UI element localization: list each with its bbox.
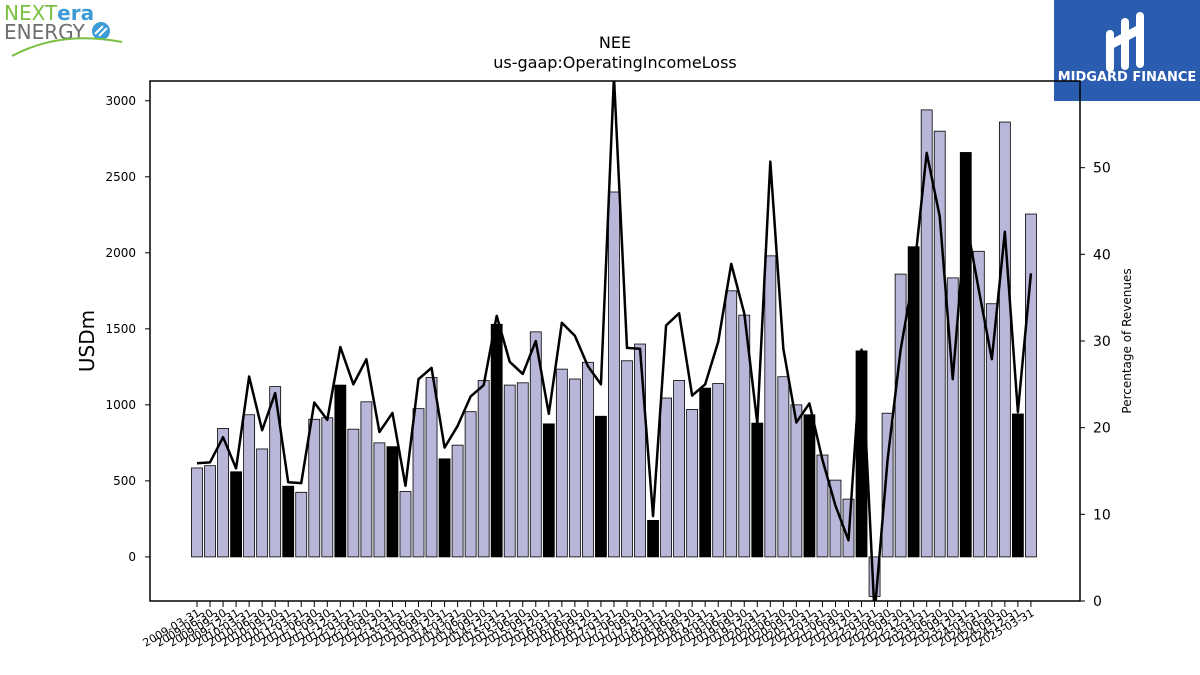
bar-2016-09-30 — [582, 361, 594, 558]
y-tick-label: 0 — [128, 550, 136, 564]
midgard-logo-text: MIDGARD FINANCE — [1058, 70, 1197, 85]
y-right-tick-label: 50 — [1093, 161, 1111, 177]
y-right-tick-label: 10 — [1093, 507, 1111, 523]
bar-2017-03-31 — [608, 191, 620, 558]
bar-2012-12-31 — [386, 446, 399, 558]
bar-2010-09-30 — [269, 386, 282, 558]
bar-2024-03-31 — [972, 250, 985, 558]
bar-2020-03-31 — [764, 255, 777, 558]
bar-2013-09-30 — [425, 377, 438, 558]
logo-next-text: NEXTera — [4, 1, 94, 25]
bar-2009-06-30 — [204, 465, 216, 558]
chart-title: NEE — [599, 33, 631, 52]
y-tick-label: 3000 — [105, 94, 136, 108]
bar-2010-03-31 — [243, 414, 256, 558]
bar-2014-12-31 — [490, 323, 503, 558]
percentage-line — [196, 81, 1033, 601]
bar-2010-12-31 — [282, 485, 295, 558]
bar-2024-06-30 — [985, 303, 998, 558]
logo-era: era — [57, 1, 94, 25]
bar-2018-06-30 — [673, 380, 686, 558]
bar-2024-12-31 — [1011, 413, 1024, 558]
bar-2013-03-31 — [399, 491, 412, 558]
bar-2022-12-31 — [907, 246, 920, 558]
bar-2020-12-31 — [803, 414, 816, 558]
bar-2014-09-30 — [477, 380, 490, 558]
bar-2012-03-31 — [347, 428, 360, 558]
bar-2022-06-30 — [881, 412, 894, 558]
bar-2019-12-31 — [751, 422, 764, 558]
y-right-tick-label: 30 — [1093, 334, 1111, 350]
bar-2015-09-30 — [529, 331, 542, 558]
bar-series — [191, 109, 1037, 597]
bar-2014-03-31 — [451, 444, 464, 558]
y-tick-label: 2000 — [105, 246, 136, 260]
bar-2013-06-30 — [412, 408, 425, 558]
bar-2009-09-30 — [217, 428, 229, 558]
bar-2010-06-30 — [256, 448, 269, 558]
y-tick-label: 500 — [113, 474, 136, 488]
logo-next: NEXT — [4, 1, 58, 25]
bar-2015-06-30 — [516, 382, 529, 558]
bar-2011-09-30 — [321, 417, 334, 558]
bar-2014-06-30 — [464, 411, 477, 558]
bar-2017-12-31 — [647, 520, 659, 558]
bar-2017-06-30 — [621, 360, 633, 558]
logo-emblem-icon — [92, 22, 110, 40]
bar-2022-09-30 — [894, 273, 907, 558]
bar-2023-06-30 — [933, 130, 946, 558]
bar-2019-06-30 — [725, 290, 738, 558]
bar-2020-06-30 — [777, 376, 790, 558]
bar-2015-12-31 — [542, 423, 555, 558]
bar-2018-12-31 — [699, 387, 712, 558]
logo-swoosh-icon — [11, 37, 123, 57]
bar-2024-09-30 — [998, 121, 1011, 558]
bar-2016-12-31 — [595, 415, 607, 558]
bar-2021-12-31 — [855, 350, 868, 558]
bar-2015-03-31 — [503, 384, 516, 558]
bar-2012-06-30 — [360, 401, 373, 558]
bar-2009-03-31 — [191, 467, 203, 558]
bar-2011-12-31 — [334, 384, 347, 558]
nextera-energy-logo: NEXTera ENERGY — [4, 1, 123, 57]
bar-2018-09-30 — [686, 409, 699, 558]
bar-2023-03-31 — [920, 109, 933, 558]
bar-2017-09-30 — [634, 343, 646, 558]
y-axis-right-label: Percentage of Revenues — [1120, 268, 1134, 413]
midgard-emblem-icon — [1106, 12, 1144, 72]
bar-2018-03-31 — [660, 397, 672, 558]
logo-energy: ENERGY — [4, 20, 86, 44]
y-right-tick-label: 0 — [1093, 594, 1102, 610]
line-series — [196, 81, 1033, 601]
y-right-tick-label: 20 — [1093, 421, 1111, 437]
y-axis-label: USDm — [75, 310, 99, 372]
y-tick-label: 1500 — [105, 322, 136, 336]
bar-2016-06-30 — [568, 378, 581, 558]
bar-2020-09-30 — [790, 404, 803, 558]
bar-2013-12-31 — [438, 458, 451, 558]
bar-2023-09-30 — [946, 277, 959, 558]
bar-2012-09-30 — [373, 442, 386, 558]
midgard-finance-logo: MIDGARD FINANCE — [1054, 0, 1200, 101]
bar-2023-12-31 — [959, 152, 972, 558]
bar-2011-03-31 — [295, 491, 308, 558]
chart-subtitle: us-gaap:OperatingIncomeLoss — [493, 53, 737, 72]
y-tick-label: 1000 — [105, 398, 136, 412]
bar-2025-03-31 — [1025, 213, 1037, 558]
bar-2016-03-31 — [555, 368, 568, 558]
y-tick-label: 2500 — [105, 170, 136, 184]
bar-2011-06-30 — [308, 418, 321, 558]
bar-2009-12-31 — [230, 471, 242, 558]
y-right-tick-label: 40 — [1093, 247, 1111, 263]
bar-2019-03-31 — [712, 383, 725, 558]
